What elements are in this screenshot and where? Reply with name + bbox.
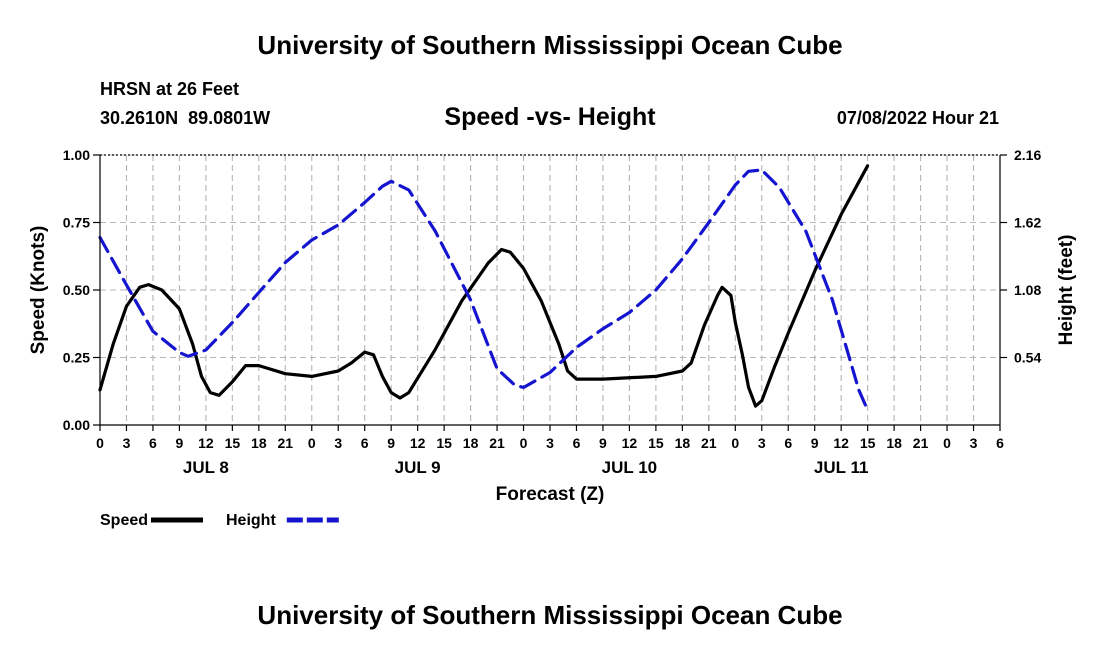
page-title: University of Southern Mississippi Ocean… (257, 30, 842, 60)
station-coords: 30.2610N 89.0801W (100, 108, 270, 128)
x-tick-label: 12 (833, 435, 849, 451)
legend: Speed Height (100, 512, 339, 529)
footer-title: University of Southern Mississippi Ocean… (257, 600, 842, 630)
x-tick-label: 6 (573, 435, 581, 451)
x-tick-label: 3 (758, 435, 766, 451)
day-label: JUL 9 (395, 458, 441, 477)
x-tick-label: 18 (675, 435, 691, 451)
x-tick-label: 15 (436, 435, 452, 451)
x-tick-label: 3 (123, 435, 131, 451)
x-tick-label: 21 (278, 435, 294, 451)
x-tick-label: 6 (784, 435, 792, 451)
series-lines (98, 164, 870, 412)
axes: 0.00 0.25 0.50 0.75 1.00 0.54 1.08 1.62 2.16 0 3 6 9… (63, 147, 1042, 477)
y-axis-left-label: Speed (Knots) (28, 226, 49, 355)
day-label: JUL 11 (814, 458, 869, 477)
x-tick-label: 15 (648, 435, 664, 451)
day-label: JUL 10 (602, 458, 657, 477)
x-tick-label: 12 (198, 435, 214, 451)
chart-title: Speed -vs- Height (444, 103, 656, 131)
x-tick-label: 21 (913, 435, 929, 451)
station-label: HRSN at 26 Feet (100, 79, 239, 99)
legend-label-height: Height (226, 512, 276, 529)
y-right-tick-label: 2.16 (1014, 147, 1041, 163)
y-left-tick-label: 0.75 (63, 215, 90, 231)
x-tick-label: 9 (599, 435, 607, 451)
x-tick-label: 18 (251, 435, 267, 451)
x-tick-label: 0 (520, 435, 528, 451)
x-tick-label: 18 (886, 435, 902, 451)
y-right-tick-label: 1.08 (1014, 282, 1041, 298)
day-label: JUL 8 (183, 458, 229, 477)
x-tick-label: 15 (225, 435, 241, 451)
x-tick-label: 6 (361, 435, 369, 451)
x-tick-label: 21 (701, 435, 717, 451)
y-left-tick-label: 1.00 (63, 147, 90, 163)
x-tick-label: 15 (860, 435, 876, 451)
x-tick-label: 9 (811, 435, 819, 451)
series-line-height (98, 168, 870, 412)
series-line-speed (98, 164, 870, 408)
x-tick-label: 12 (622, 435, 638, 451)
y-left-tick-label: 0.50 (63, 282, 90, 298)
x-tick-label: 3 (334, 435, 342, 451)
y-axis-right-label: Height (feet) (1056, 235, 1077, 346)
x-tick-label: 0 (308, 435, 316, 451)
y-right-tick-label: 0.54 (1014, 350, 1041, 366)
forecast-datetime: 07/08/2022 Hour 21 (837, 108, 999, 128)
x-tick-label: 18 (463, 435, 479, 451)
x-tick-label: 6 (996, 435, 1004, 451)
x-tick-label: 0 (96, 435, 104, 451)
x-tick-label: 6 (149, 435, 157, 451)
x-tick-label: 0 (731, 435, 739, 451)
x-tick-label: 21 (489, 435, 505, 451)
x-tick-label: 0 (943, 435, 951, 451)
y-left-tick-label: 0.00 (63, 417, 90, 433)
x-axis-label: Forecast (Z) (496, 484, 605, 505)
x-tick-label: 9 (176, 435, 184, 451)
grid-lines (100, 154, 1000, 425)
legend-label-speed: Speed (100, 512, 148, 529)
x-tick-label: 12 (410, 435, 426, 451)
x-tick-label: 3 (970, 435, 978, 451)
x-tick-label: 9 (387, 435, 395, 451)
y-right-tick-label: 1.62 (1014, 215, 1041, 231)
x-tick-label: 3 (546, 435, 554, 451)
y-left-tick-label: 0.25 (63, 350, 90, 366)
